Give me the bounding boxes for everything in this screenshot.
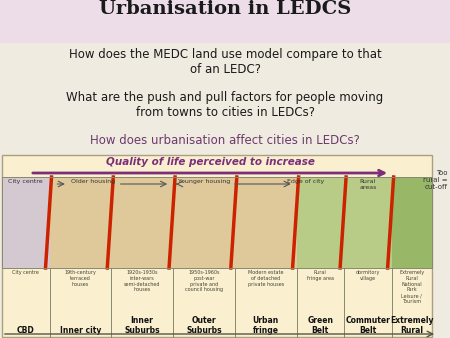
Text: Inner
Suburbs: Inner Suburbs	[124, 316, 160, 335]
Bar	[2, 155, 432, 337]
Text: Outer
Suburbs: Outer Suburbs	[186, 316, 222, 335]
Text: 1920s-1930s
inter-wars
semi-detached
houses: 1920s-1930s inter-wars semi-detached hou…	[124, 270, 160, 292]
Bar	[344, 177, 392, 268]
Text: dormitory
village: dormitory village	[356, 270, 380, 281]
Text: Younger housing: Younger housing	[178, 179, 230, 184]
Bar	[50, 177, 111, 268]
Text: How does urbanisation affect cities in LEDCs?: How does urbanisation affect cities in L…	[90, 134, 360, 147]
Text: 1950s-1960s
post-war
private and
council housing: 1950s-1960s post-war private and council…	[185, 270, 223, 292]
Bar	[111, 177, 173, 268]
Text: Modern estate
of detached
private houses: Modern estate of detached private houses	[248, 270, 284, 287]
Text: Extremely
Rural
National
Park
Leisure /
Tourism: Extremely Rural National Park Leisure / …	[399, 270, 424, 304]
Text: 19th-century
terraced
houses: 19th-century terraced houses	[64, 270, 96, 287]
Text: Rural
areas: Rural areas	[359, 179, 377, 190]
Bar	[2, 177, 432, 268]
Text: What are the push and pull factors for people moving
from towns to cities in LED: What are the push and pull factors for p…	[67, 91, 383, 119]
Bar	[235, 177, 297, 268]
Bar	[2, 177, 49, 268]
Text: Urbanisation in LEDCS: Urbanisation in LEDCS	[99, 0, 351, 18]
Text: Inner city: Inner city	[60, 326, 101, 335]
Text: Commuter
Belt: Commuter Belt	[346, 316, 390, 335]
Text: Quality of life perceived to increase: Quality of life perceived to increase	[106, 157, 315, 167]
Text: Too
rural =
cut-off: Too rural = cut-off	[423, 170, 448, 190]
Bar	[297, 177, 344, 268]
Text: Urban
fringe: Urban fringe	[252, 316, 279, 335]
Text: CBD: CBD	[17, 326, 35, 335]
Bar	[392, 177, 432, 268]
Text: Green
Belt: Green Belt	[307, 316, 333, 335]
Text: Edge of city: Edge of city	[288, 179, 325, 184]
Text: Older housing: Older housing	[71, 179, 115, 184]
Text: City centre: City centre	[9, 179, 43, 184]
Bar	[0, 0, 450, 43]
Text: How does the MEDC land use model compare to that
of an LEDC?: How does the MEDC land use model compare…	[68, 48, 382, 76]
Bar	[173, 177, 235, 268]
Text: Rural
fringe area: Rural fringe area	[307, 270, 334, 281]
Text: Extremely
Rural: Extremely Rural	[390, 316, 433, 335]
Text: City centre: City centre	[12, 270, 39, 275]
